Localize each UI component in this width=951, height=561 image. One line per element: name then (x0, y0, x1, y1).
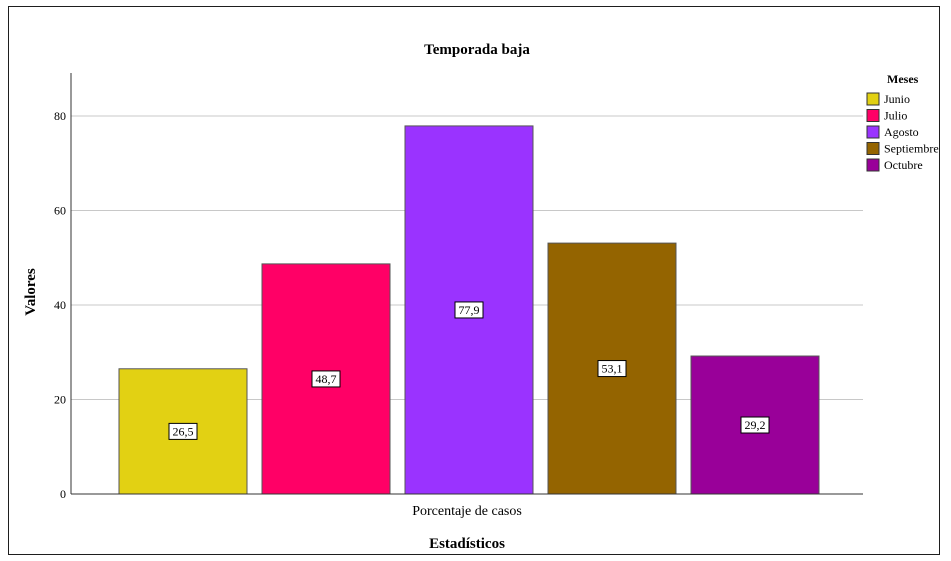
data-label-text: 77,9 (459, 303, 480, 317)
data-label-agosto: 77,9 (454, 301, 484, 319)
legend-label: Julio (884, 109, 907, 123)
legend-title: Meses (887, 72, 919, 86)
legend-item-agosto: Agosto (866, 125, 919, 139)
legend-item-junio: Junio (866, 92, 910, 106)
y-tick-label: 0 (60, 487, 66, 501)
x-axis-title: Estadísticos (429, 536, 505, 552)
legend-swatch (866, 158, 880, 172)
y-tick-labels: 0 20 40 60 80 (54, 109, 66, 501)
data-label-box (311, 370, 341, 388)
legend-swatch (866, 142, 880, 155)
data-label-text: 48,7 (316, 372, 337, 386)
legend-label: Octubre (884, 158, 923, 172)
y-tick-label: 40 (54, 298, 66, 312)
data-label-box (168, 422, 198, 440)
legend-item-octubre: Octubre (866, 158, 923, 172)
data-label-text: 29,2 (745, 418, 766, 432)
data-label-text: 53,1 (602, 362, 623, 376)
data-label-box (597, 360, 627, 378)
data-label-box (740, 416, 770, 434)
data-label-box (454, 301, 484, 319)
data-label-junio: 26,5 (168, 422, 198, 440)
y-tick-label: 20 (54, 393, 66, 407)
y-tick-label: 60 (54, 204, 66, 218)
data-label-text: 26,5 (173, 424, 194, 438)
legend-label: Junio (884, 92, 910, 106)
legend-item-julio: Julio (866, 109, 907, 123)
data-label-septiembre: 53,1 (597, 360, 627, 378)
y-axis-title: Valores (23, 268, 39, 316)
data-label-julio: 48,7 (311, 370, 341, 388)
axes-group (70, 73, 863, 495)
y-tick-label: 80 (54, 109, 66, 123)
legend-item-septiembre: Septiembre (866, 142, 939, 156)
chart-frame: 0 20 40 60 80 26,5 48,7 77,9 53,1 29,2 Temporada… (8, 6, 940, 555)
legend-label: Septiembre (884, 142, 939, 156)
bar-chart: 0 20 40 60 80 26,5 48,7 77,9 53,1 29,2 Temporada… (23, 42, 939, 552)
legend-swatch (866, 109, 880, 122)
data-label-octubre: 29,2 (740, 416, 770, 434)
chart-title: Temporada baja (424, 42, 530, 58)
legend-label: Agosto (884, 125, 919, 139)
data-labels: 26,5 48,7 77,9 53,1 29,2 (168, 301, 770, 440)
legend-swatch (866, 92, 880, 106)
legend-swatch (866, 125, 880, 139)
legend: Meses Junio Julio Agosto Septiembre Octubre (866, 72, 939, 172)
x-category-label: Porcentaje de casos (412, 504, 522, 519)
